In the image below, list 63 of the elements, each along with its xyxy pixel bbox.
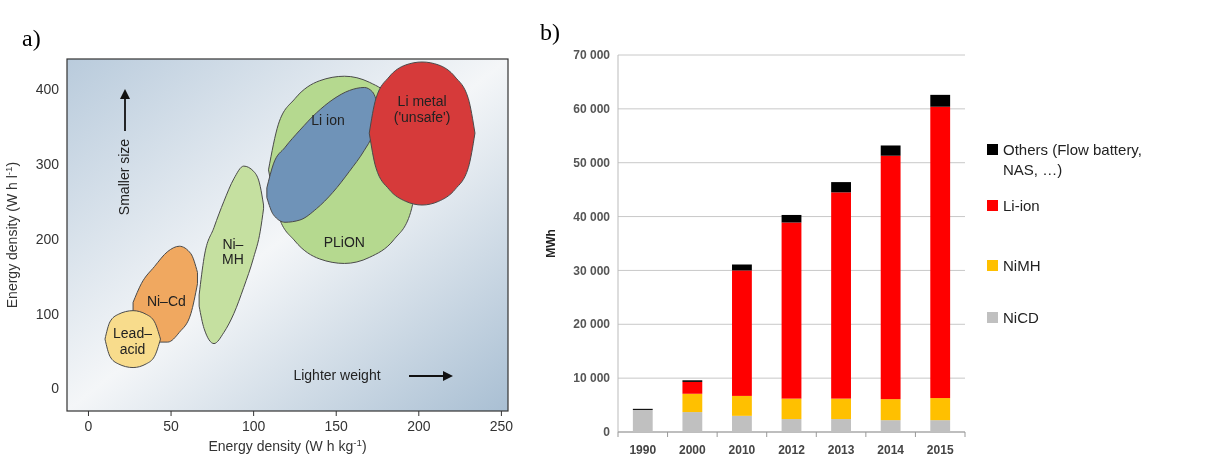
y-tick-label: 0 xyxy=(51,380,60,397)
annotation: Ni–Cd xyxy=(146,293,186,310)
annotation: PLiON xyxy=(323,233,365,250)
bar xyxy=(831,192,851,399)
annotation: Smaller size xyxy=(115,138,132,216)
y-tick-label: 300 xyxy=(35,155,60,172)
bar xyxy=(930,398,951,421)
bar xyxy=(831,182,851,193)
x-tick-label: 1990 xyxy=(629,443,657,457)
x-tick-label: 2010 xyxy=(728,443,756,457)
bar xyxy=(682,412,703,432)
annotation: Li ion xyxy=(311,112,345,129)
bar xyxy=(880,399,901,421)
chart-title: b) xyxy=(540,19,560,45)
bar xyxy=(732,395,752,416)
chart-title: a) xyxy=(22,25,41,51)
y-axis-title: MWh xyxy=(544,229,558,258)
annotation: Lighter weight xyxy=(293,366,381,383)
x-tick-label: 2012 xyxy=(778,443,806,457)
y-tick-label: 200 xyxy=(35,230,60,247)
bar xyxy=(880,420,901,432)
x-tick-label: 2015 xyxy=(926,443,954,457)
legend-label: NiCD xyxy=(1003,309,1039,327)
bar xyxy=(880,155,901,400)
x-tick-label: 100 xyxy=(241,418,266,434)
bar xyxy=(682,381,703,394)
bar xyxy=(930,106,951,399)
bar xyxy=(880,145,901,156)
annotation: Ni– MH xyxy=(222,236,244,268)
y-tick-label: 50 000 xyxy=(573,155,611,170)
bar xyxy=(781,398,802,420)
bar xyxy=(781,222,802,399)
y-tick-label: 60 000 xyxy=(573,102,611,117)
bar xyxy=(831,419,851,432)
bar xyxy=(682,393,703,413)
bar xyxy=(930,420,951,432)
y-tick-label: 400 xyxy=(35,80,60,97)
y-tick-label: 40 000 xyxy=(573,209,611,224)
x-tick-label: 50 xyxy=(163,418,180,434)
y-tick-label: 20 000 xyxy=(573,317,611,332)
y-tick-label: 10 000 xyxy=(573,371,611,386)
bar xyxy=(781,419,802,432)
x-axis-title: Energy density (W h kg$^{-1}$) xyxy=(208,436,367,454)
annotation: Li metal ('unsafe') xyxy=(393,93,451,125)
bar xyxy=(732,415,752,432)
annotation: Lead– acid xyxy=(113,325,153,357)
x-tick-label: 150 xyxy=(324,418,349,434)
y-tick-label: 70 000 xyxy=(573,48,611,63)
y-tick-label: 100 xyxy=(35,305,60,322)
x-tick-label: 2014 xyxy=(877,443,905,457)
legend-label: Li-ion xyxy=(1003,197,1040,215)
x-tick-label: 250 xyxy=(489,418,514,434)
x-tick-label: 2013 xyxy=(827,443,855,457)
bar xyxy=(632,409,653,432)
x-tick-label: 200 xyxy=(407,418,431,434)
legend-label: NiMH xyxy=(1003,257,1041,275)
bar xyxy=(831,398,851,420)
bar xyxy=(930,94,951,107)
bar xyxy=(732,270,752,396)
x-tick-label: 2000 xyxy=(679,443,707,457)
x-tick-label: 0 xyxy=(84,418,93,434)
y-tick-label: 30 000 xyxy=(573,263,611,278)
legend-label: Others (Flow battery, NAS, …) xyxy=(1003,141,1142,178)
